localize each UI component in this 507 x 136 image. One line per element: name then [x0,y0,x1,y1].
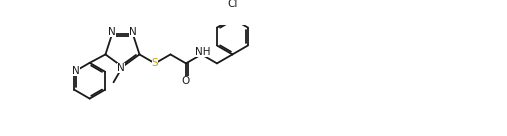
Text: N: N [129,27,137,37]
Text: O: O [182,76,190,86]
Text: NH: NH [195,47,210,57]
Text: S: S [152,58,158,68]
Text: N: N [108,27,116,37]
Text: N: N [72,66,80,76]
Text: N: N [117,63,125,73]
Text: Cl: Cl [227,0,238,9]
